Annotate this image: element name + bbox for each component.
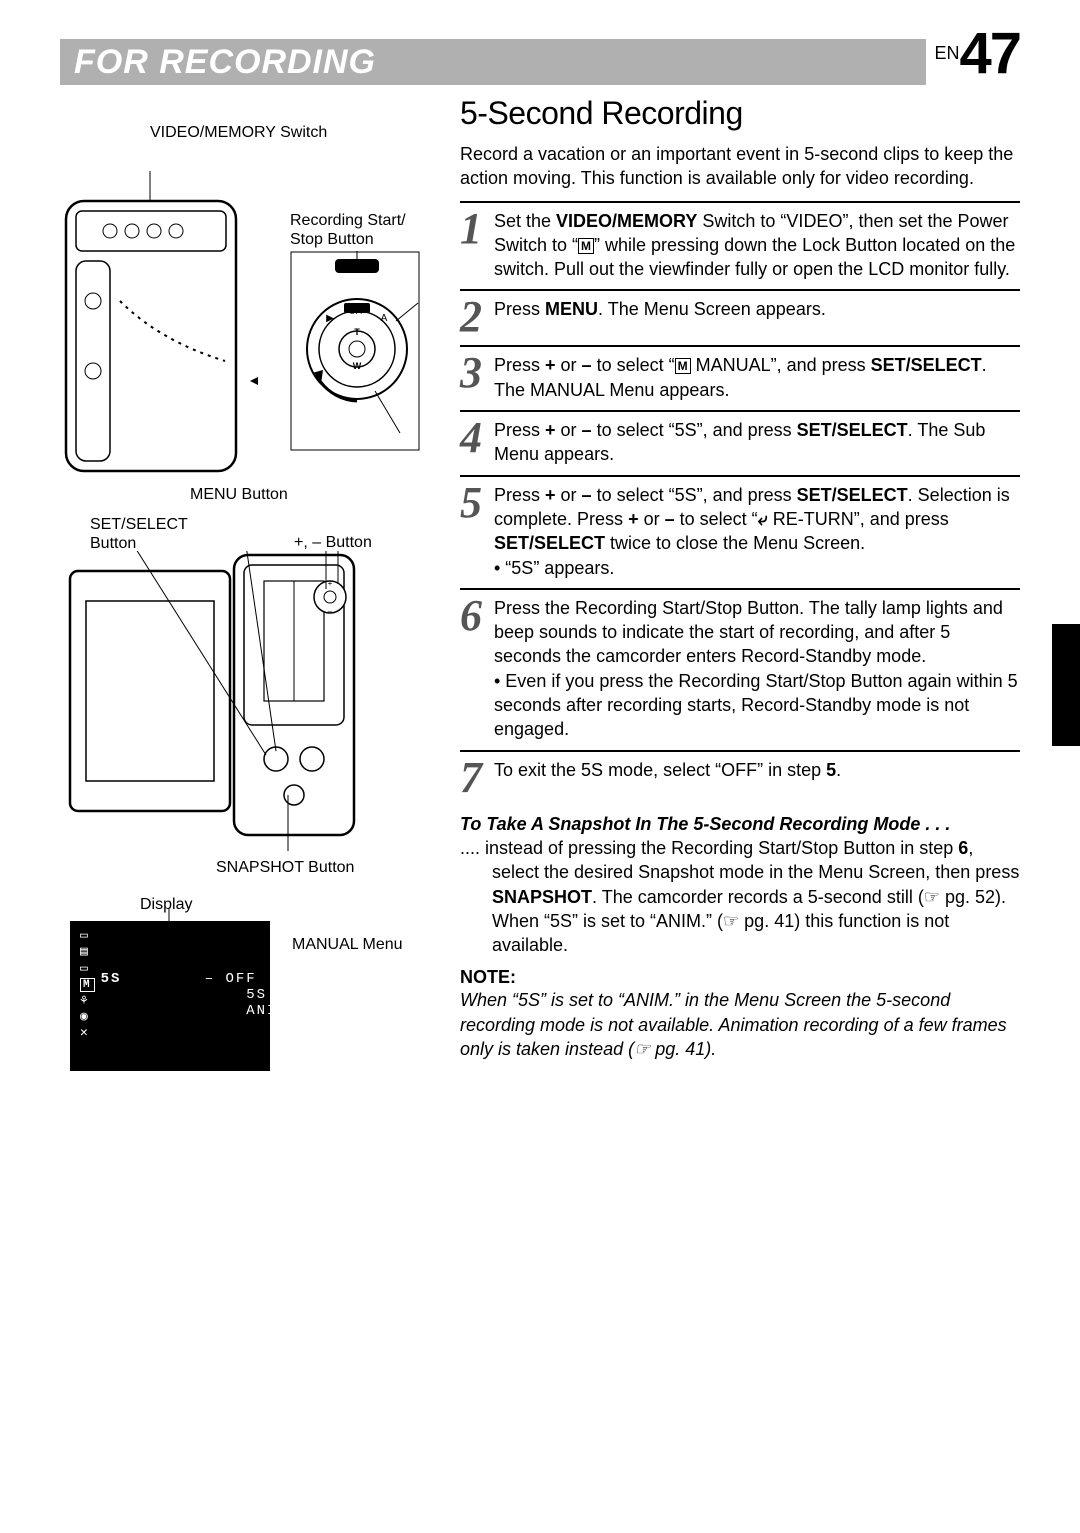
label-plus-minus: +, – Button	[294, 533, 372, 552]
label-snapshot: SNAPSHOT Button	[216, 858, 354, 877]
step-3: 3 Press + or – to select “M MANUAL”, and…	[460, 351, 1020, 404]
label-set-select: SET/SELECT Button	[90, 515, 188, 553]
svg-text:W: W	[353, 361, 362, 371]
step-5: 5 Press + or – to select “5S”, and press…	[460, 481, 1020, 582]
step-1: 1 Set the VIDEO/MEMORY Switch to “VIDEO”…	[460, 207, 1020, 284]
step-7: 7 To exit the 5S mode, select “OFF” in s…	[460, 756, 1020, 800]
svg-text:–: –	[328, 607, 333, 616]
label-rec-start-stop: Recording Start/ Stop Button	[290, 211, 406, 249]
svg-text:▶: ▶	[326, 313, 334, 324]
step-5-body: Press + or – to select “5S”, and press S…	[494, 483, 1020, 580]
page-title: 5-Second Recording	[460, 95, 1020, 132]
camcorder-bottom-diagram: MENU Button SET/SELECT Button +, – Butto…	[60, 485, 440, 885]
lcd-icon-column: ▭▤▭M⚘◉✕	[80, 929, 95, 1041]
step-1-body: Set the VIDEO/MEMORY Switch to “VIDEO”, …	[494, 209, 1020, 282]
step-6-body: Press the Recording Start/Stop Button. T…	[494, 596, 1020, 742]
step-4-body: Press + or – to select “5S”, and press S…	[494, 418, 1020, 467]
label-video-memory-switch: VIDEO/MEMORY Switch	[150, 123, 327, 142]
camcorder-top-svg	[60, 171, 270, 481]
step-2: 2 Press MENU. The Menu Screen appears.	[460, 295, 1020, 339]
snapshot-body: .... instead of pressing the Recording S…	[460, 836, 1020, 957]
diagram-column: VIDEO/MEMORY Switch Recording Start/ Sto…	[60, 95, 440, 1075]
note-body: When “5S” is set to “ANIM.” in the Menu …	[460, 988, 1020, 1061]
svg-text:+: +	[328, 579, 333, 588]
dial-svg: OFF ▶ A T W	[290, 251, 420, 451]
snapshot-heading: To Take A Snapshot In The 5-Second Recor…	[460, 812, 1020, 836]
step-3-body: Press + or – to select “M MANUAL”, and p…	[494, 353, 1020, 402]
page-header: FOR RECORDING EN47	[60, 30, 1020, 85]
note-heading: NOTE:	[460, 967, 1020, 988]
display-diagram: Display MANUAL Menu ▭▤▭M⚘◉✕ 5S – OFF 5S …	[60, 895, 440, 1075]
intro-paragraph: Record a vacation or an important event …	[460, 142, 1020, 191]
step-7-body: To exit the 5S mode, select “OFF” in ste…	[494, 758, 1020, 798]
label-manual-menu: MANUAL Menu	[292, 935, 403, 954]
steps-list: 1 Set the VIDEO/MEMORY Switch to “VIDEO”…	[460, 201, 1020, 800]
step-6: 6 Press the Recording Start/Stop Button.…	[460, 594, 1020, 744]
step-4: 4 Press + or – to select “5S”, and press…	[460, 416, 1020, 469]
thumb-tab	[1052, 624, 1080, 746]
label-display: Display	[140, 895, 192, 914]
svg-text:T: T	[354, 327, 360, 337]
section-title: FOR RECORDING	[60, 39, 926, 85]
camcorder-open-svg: + –	[66, 551, 396, 851]
label-menu-button: MENU Button	[190, 485, 288, 504]
step-2-body: Press MENU. The Menu Screen appears.	[494, 297, 1020, 337]
lcd-screen: ▭▤▭M⚘◉✕ 5S – OFF 5S ANIM.	[70, 921, 270, 1071]
page-number: EN47	[934, 30, 1020, 77]
svg-text:A: A	[381, 313, 388, 324]
camcorder-top-diagram: VIDEO/MEMORY Switch Recording Start/ Sto…	[60, 125, 440, 485]
content-column: 5-Second Recording Record a vacation or …	[460, 95, 1020, 1075]
